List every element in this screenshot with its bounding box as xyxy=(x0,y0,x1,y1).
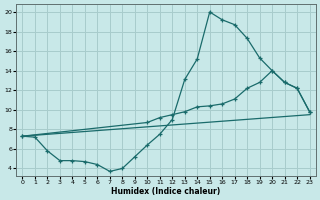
X-axis label: Humidex (Indice chaleur): Humidex (Indice chaleur) xyxy=(111,187,221,196)
